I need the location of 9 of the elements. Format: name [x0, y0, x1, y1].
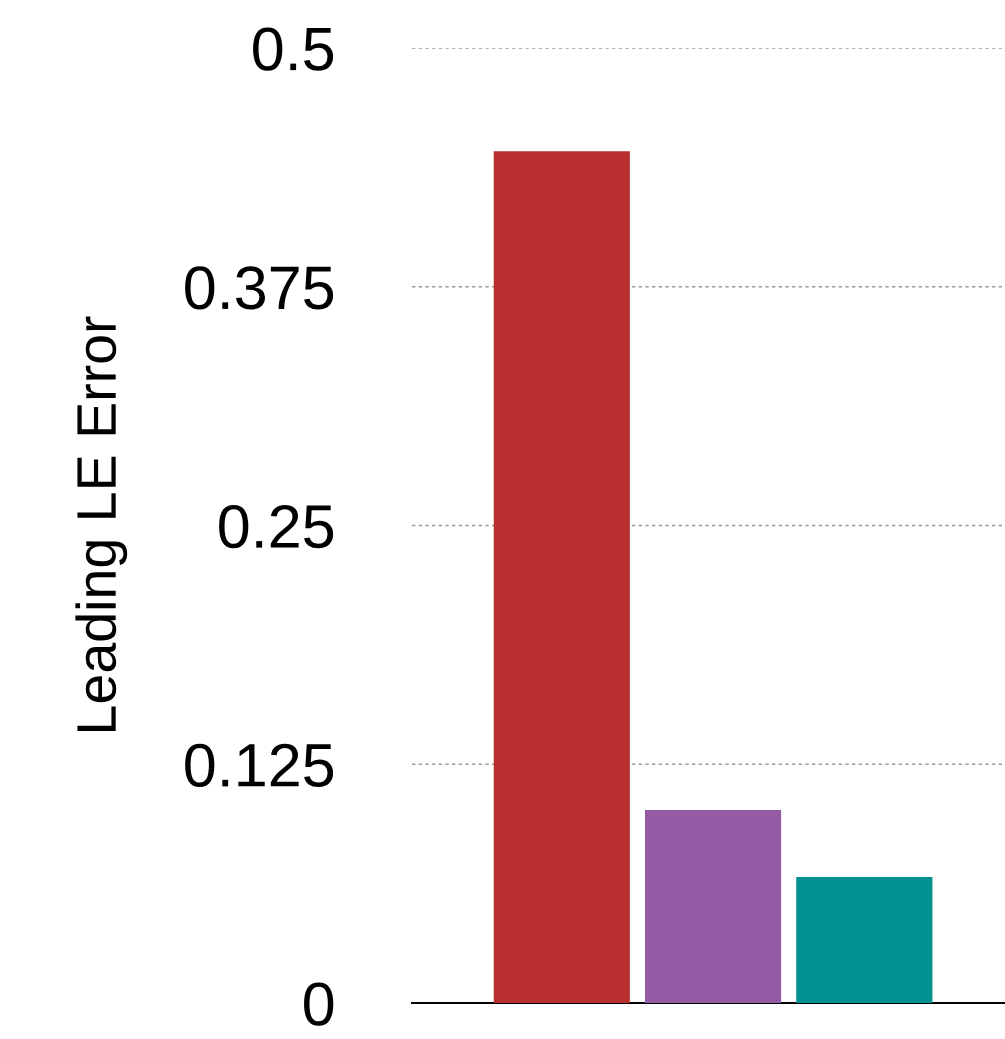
bar [796, 876, 933, 1003]
bar [493, 151, 630, 1003]
y-axis-title: Leading LE Error [75, 316, 128, 731]
y-tick-label: 0.375 [185, 266, 334, 310]
y-tick-label: 0.25 [219, 504, 334, 549]
bar [644, 810, 782, 1003]
y-tick-label: 0.5 [253, 27, 334, 71]
y-tick-label: 0.125 [185, 743, 334, 787]
y-tick-label: 0 [304, 982, 334, 1026]
